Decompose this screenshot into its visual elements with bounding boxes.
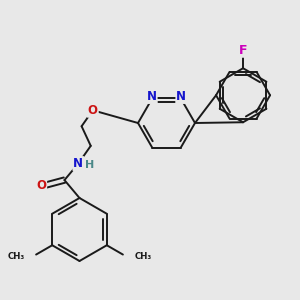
Text: N: N <box>176 90 186 103</box>
Text: O: O <box>36 179 46 192</box>
Text: CH₃: CH₃ <box>134 253 152 262</box>
Text: H: H <box>85 160 94 170</box>
Text: N: N <box>147 90 157 103</box>
Text: N: N <box>73 157 83 170</box>
Text: CH₃: CH₃ <box>8 253 25 261</box>
Text: O: O <box>88 104 98 117</box>
Text: F: F <box>239 44 247 57</box>
